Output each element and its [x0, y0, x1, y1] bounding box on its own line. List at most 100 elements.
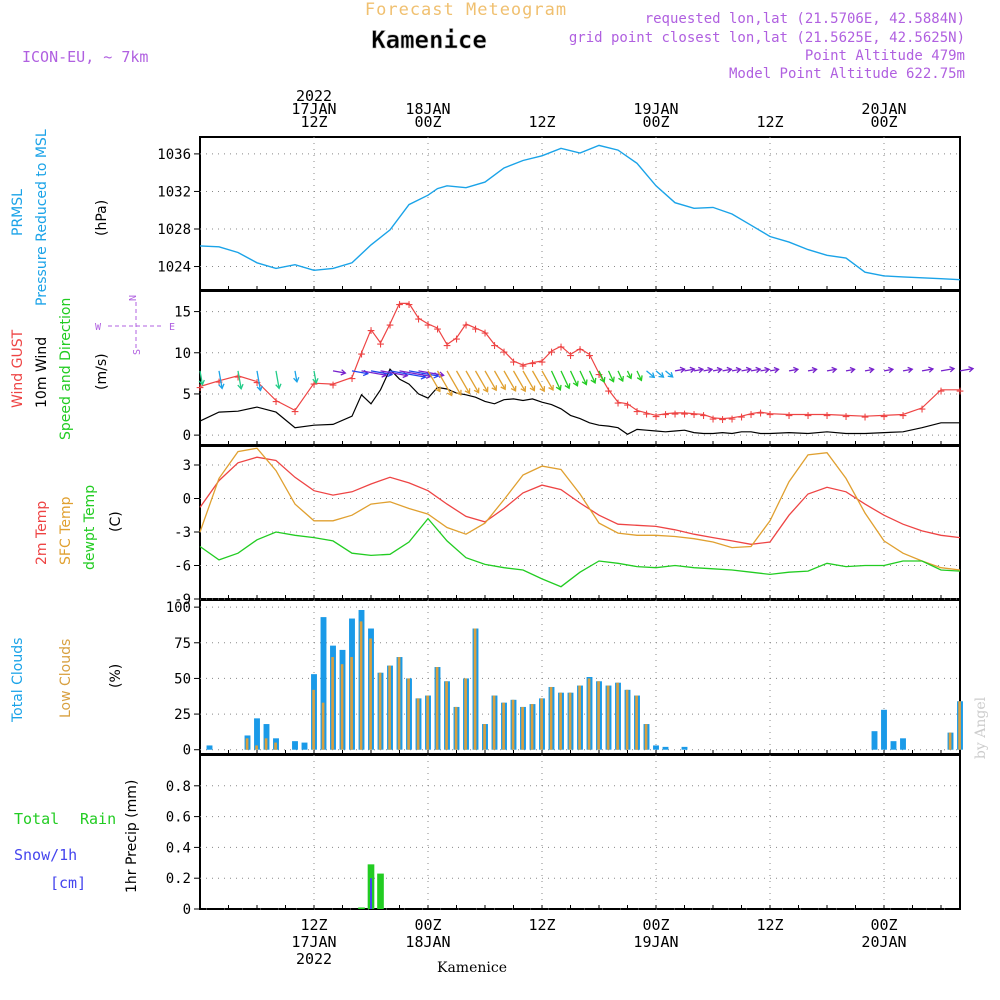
wind-arrow: [845, 368, 855, 372]
wind-arrow-head: [793, 366, 800, 374]
low-cloud-bar: [606, 685, 610, 750]
wind-gust-marker: +: [861, 410, 869, 425]
wind-arrow-head: [949, 366, 956, 373]
wind-gust-marker: +: [386, 318, 394, 333]
wind-arrow-head: [198, 379, 205, 386]
precip-total-label: Total: [14, 810, 59, 828]
ytick-label-clouds: 75: [174, 636, 191, 652]
header-model-altitude: Model Point Altitude 622.75m: [729, 66, 965, 82]
low-cloud-bar: [454, 706, 458, 750]
wind-arrow-head: [473, 387, 480, 394]
panel-frames: [199, 136, 961, 910]
low-cloud-bar: [359, 621, 363, 750]
wind-arrow-head: [811, 366, 818, 374]
ytick-label-clouds: 50: [174, 671, 191, 687]
watermark: by Angel: [973, 696, 989, 759]
wind-arrow: [722, 368, 732, 372]
low-cloud-bar: [435, 667, 439, 750]
wind-arrow-head: [888, 366, 895, 374]
wind-arrow: [626, 370, 632, 379]
total-cloud-bar: [254, 718, 260, 750]
wind-gust-marker: +: [538, 355, 546, 370]
y-axis-ticks: 1024 1028 1032 1036 0 5 10 15 -9 -6 -3 0 3 0 25 50 75 100…: [157, 147, 942, 918]
ytick-label-temp: -6: [174, 558, 191, 574]
time-label-bottom: 12Z: [300, 916, 327, 934]
low-cloud-bar: [321, 702, 325, 750]
temp-dewpt-label: dewpt Temp: [82, 485, 98, 570]
wind-gust-marker: +: [196, 381, 204, 396]
low-cloud-bar: [473, 628, 477, 750]
wind-arrow-head: [907, 366, 914, 374]
rain-bar: [377, 873, 384, 909]
pressure-line: [199, 144, 961, 281]
wind-gust-marker: +: [614, 396, 622, 411]
wind-gust-marker: +: [358, 347, 366, 362]
time-label-top: 20JAN: [861, 100, 906, 118]
header-model: ICON-EU, ~ 7km: [22, 48, 148, 66]
wind-arrow-head: [745, 366, 752, 374]
wind-gust-marker: +: [500, 345, 508, 360]
wind-gust-marker: +: [481, 326, 489, 341]
low-cloud-bar: [388, 665, 391, 750]
wind-arrow: [541, 370, 554, 391]
time-label-bottom: 2022: [296, 950, 332, 968]
wind-gust-marker: +: [310, 377, 318, 392]
ytick-label-precip: 0.4: [166, 840, 191, 856]
total-cloud-bar: [681, 746, 688, 750]
wind-10m-label: 10m Wind: [34, 337, 50, 408]
wind-arrow: [275, 370, 280, 389]
wind-arrow: [769, 368, 779, 372]
wind-gust-marker: +: [738, 410, 746, 425]
ytick-label-precip: 0.2: [166, 871, 191, 887]
wind-gust-marker: +: [728, 412, 736, 427]
precip-cm-label: [cm]: [50, 874, 86, 892]
wind-gust-marker: +: [291, 404, 299, 419]
total-cloud-bar: [301, 742, 308, 750]
wind-arrow: [361, 370, 387, 376]
wind-arrow: [665, 370, 674, 378]
wind-gust-marker: +: [215, 375, 223, 390]
wind-gust-marker: +: [766, 408, 774, 423]
header-location: Kamenice: [371, 26, 487, 54]
low-cloud-bar: [274, 742, 277, 750]
wind-gust-marker: +: [510, 355, 518, 370]
time-label-top: 18JAN: [405, 100, 450, 118]
rain-bar: [358, 907, 365, 909]
wind-arrow: [408, 370, 439, 377]
wind-arrow: [646, 370, 655, 378]
wind-arrow-head: [500, 384, 507, 391]
ytick-label-temp: -9: [174, 592, 191, 608]
pressure-label-2: Pressure Reduced to MSL: [34, 129, 50, 306]
low-cloud-bar: [530, 704, 534, 750]
ytick-label-clouds: 25: [174, 707, 191, 723]
wind-arrow-head: [773, 366, 780, 374]
wind-arrow-head: [572, 380, 579, 387]
ytick-label-clouds: 0: [183, 743, 191, 759]
wind-arrow: [826, 368, 837, 372]
wind-gust-marker: +: [234, 370, 242, 385]
wind-arrow-head: [340, 369, 347, 376]
temp-sfc-label: SFC Temp: [58, 496, 74, 565]
wind-gust-marker: +: [643, 407, 651, 422]
wind-arrow-head: [764, 366, 771, 374]
wind-gust-marker: +: [918, 402, 926, 417]
wind-arrow-head: [968, 366, 975, 373]
low-cloud-bar: [559, 692, 562, 750]
low-cloud-bar: [369, 638, 372, 750]
time-label-bottom: 20JAN: [861, 933, 906, 951]
low-cloud-bar: [416, 698, 420, 750]
wind-arrow-head: [564, 383, 571, 390]
wind-arrow-head: [735, 366, 742, 374]
wind-arrow-head: [698, 366, 705, 374]
header-title: Forecast Meteogram: [365, 0, 567, 20]
compass-n: N: [128, 295, 139, 301]
wind-gust-marker: +: [785, 409, 793, 424]
wind-arrow-head: [928, 366, 935, 373]
low-cloud-bar: [948, 732, 952, 750]
wind-arrow-head: [482, 386, 489, 393]
time-label-top: 17JAN: [291, 100, 336, 118]
wind-gust-marker: +: [567, 348, 575, 363]
low-cloud-bar: [502, 702, 505, 750]
wind-arrow: [693, 368, 704, 372]
